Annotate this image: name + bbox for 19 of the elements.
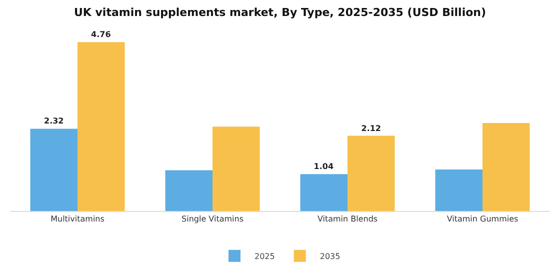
x-tick-label: Vitamin Blends [317, 214, 378, 224]
legend-label: 2035 [320, 252, 340, 262]
data-label: 1.04 [314, 162, 334, 172]
legend-label: 2025 [254, 252, 275, 262]
data-label: 2.12 [361, 124, 381, 133]
chart-title: UK vitamin supplements market, By Type, 2025-2035 (USD Billion) [74, 6, 486, 20]
x-tick-label: Multivitamins [50, 214, 104, 224]
bar [78, 42, 125, 211]
bar [300, 174, 348, 211]
x-tick-label: Vitamin Gummies [446, 214, 518, 224]
data-label: 4.76 [91, 30, 112, 40]
bar [212, 126, 260, 211]
bar [482, 123, 530, 211]
bar [435, 169, 482, 211]
bar [30, 128, 78, 211]
data-label: 2.32 [44, 116, 64, 126]
x-tick-label: Single Vitamins [182, 214, 244, 224]
bar [165, 170, 212, 211]
bar [348, 136, 395, 211]
